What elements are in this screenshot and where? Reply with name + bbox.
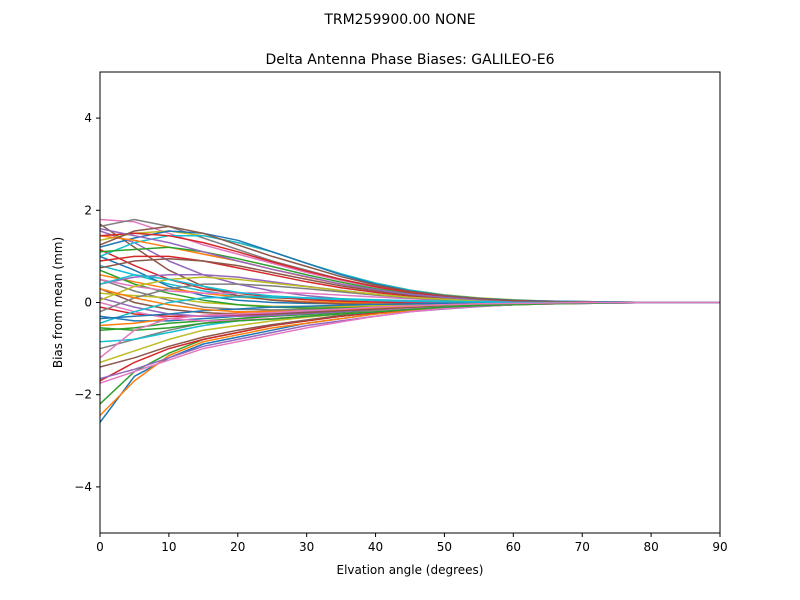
x-tick-label: 0 xyxy=(96,540,104,554)
x-tick-label: 10 xyxy=(161,540,176,554)
x-tick-label: 60 xyxy=(506,540,521,554)
y-axis: −4 −2 0 2 4 xyxy=(74,111,100,494)
y-tick-label: −4 xyxy=(74,480,92,494)
figure-suptitle: TRM259900.00 NONE xyxy=(323,12,475,28)
x-axis: 0 10 20 30 40 50 60 70 80 90 xyxy=(96,533,728,554)
y-tick-label: 0 xyxy=(84,296,92,310)
x-tick-label: 40 xyxy=(368,540,383,554)
y-tick-label: 4 xyxy=(84,111,92,125)
y-axis-label: Bias from mean (mm) xyxy=(51,237,65,368)
y-tick-label: 2 xyxy=(84,203,92,217)
x-tick-label: 50 xyxy=(437,540,452,554)
series-line-48 xyxy=(100,301,720,359)
x-tick-label: 70 xyxy=(575,540,590,554)
series-layer xyxy=(100,218,720,423)
x-axis-label: Elvation angle (degrees) xyxy=(337,563,484,577)
chart-title: Delta Antenna Phase Biases: GALILEO-E6 xyxy=(265,52,554,68)
y-tick-label: −2 xyxy=(74,388,92,402)
x-tick-label: 20 xyxy=(230,540,245,554)
x-tick-label: 90 xyxy=(712,540,727,554)
x-tick-label: 80 xyxy=(643,540,658,554)
x-tick-label: 30 xyxy=(299,540,314,554)
